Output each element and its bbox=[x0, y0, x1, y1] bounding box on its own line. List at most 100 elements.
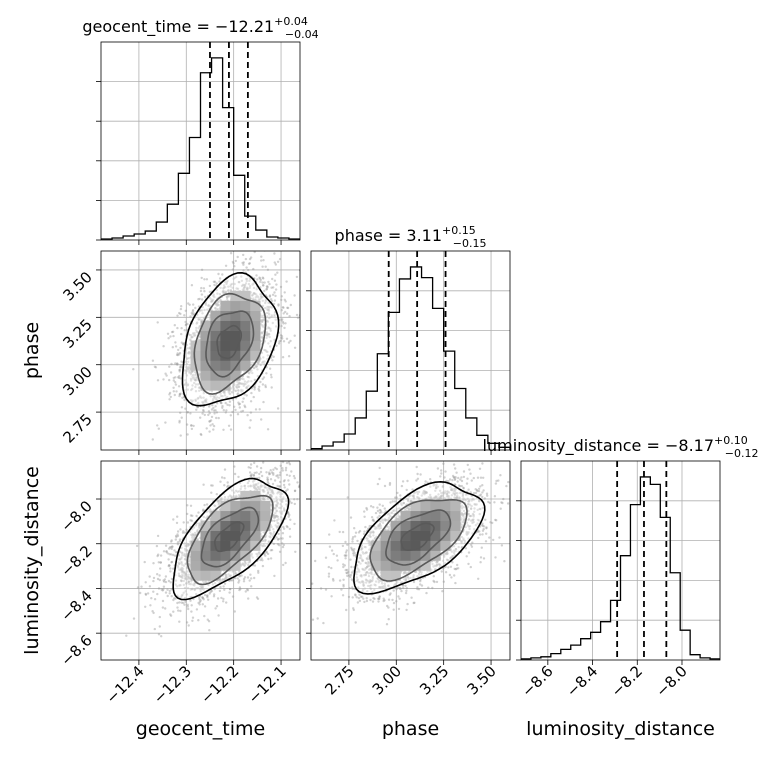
scatter-point bbox=[227, 288, 230, 292]
scatter-point bbox=[179, 364, 183, 367]
scatter-point bbox=[156, 321, 159, 324]
scatter-point bbox=[249, 256, 253, 259]
scatter-point bbox=[282, 525, 285, 529]
scatter-point bbox=[267, 326, 270, 329]
scatter-point bbox=[277, 342, 281, 345]
scatter-point bbox=[254, 298, 257, 301]
scatter-point bbox=[125, 634, 128, 637]
scatter-point bbox=[241, 389, 244, 392]
scatter-point bbox=[262, 318, 265, 321]
scatter-point bbox=[216, 464, 218, 466]
scatter-point bbox=[280, 295, 283, 298]
scatter-point bbox=[192, 312, 195, 315]
scatter-point bbox=[281, 545, 285, 549]
scatter-point bbox=[188, 333, 191, 337]
scatter-point bbox=[207, 413, 210, 417]
scatter-point bbox=[219, 392, 222, 395]
scatter-point bbox=[203, 605, 207, 608]
scatter-point bbox=[210, 298, 213, 301]
scatter-point bbox=[202, 410, 205, 413]
scatter-point bbox=[293, 346, 297, 349]
histogram-bar bbox=[660, 517, 670, 660]
scatter-point bbox=[172, 386, 175, 389]
scatter-point bbox=[203, 400, 206, 403]
scatter-point bbox=[267, 301, 270, 304]
scatter-point bbox=[285, 461, 289, 465]
scatter-point bbox=[265, 372, 268, 375]
scatter-point bbox=[285, 525, 288, 528]
scatter-point bbox=[191, 332, 195, 335]
scatter-point bbox=[258, 408, 261, 411]
scatter-point bbox=[156, 379, 160, 382]
y-tick-label: 3.50 bbox=[59, 268, 95, 304]
histogram-bar bbox=[256, 230, 267, 240]
scatter-point bbox=[259, 363, 262, 367]
scatter-point bbox=[172, 610, 175, 613]
scatter-point bbox=[286, 306, 290, 310]
scatter-point bbox=[233, 472, 237, 476]
scatter-point bbox=[183, 398, 186, 402]
scatter-point bbox=[214, 405, 217, 408]
histogram-bar bbox=[670, 573, 680, 660]
scatter-point bbox=[282, 306, 285, 309]
scatter-point bbox=[172, 379, 175, 382]
scatter-point bbox=[233, 265, 236, 268]
scatter-point bbox=[164, 591, 168, 594]
scatter-point bbox=[169, 570, 172, 573]
scatter-point bbox=[195, 377, 198, 380]
scatter-point bbox=[215, 303, 218, 306]
scatter-point bbox=[244, 383, 247, 386]
scatter-point bbox=[268, 316, 272, 319]
scatter-point bbox=[222, 585, 225, 588]
scatter-point bbox=[217, 416, 220, 420]
scatter-point bbox=[197, 396, 200, 400]
scatter-point bbox=[174, 381, 177, 384]
scatter-point bbox=[189, 412, 192, 415]
scatter-point bbox=[198, 325, 201, 328]
scatter-point bbox=[265, 288, 268, 291]
scatter-point bbox=[263, 348, 266, 352]
scatter-point bbox=[257, 298, 260, 302]
scatter-point bbox=[238, 382, 241, 385]
scatter-point bbox=[194, 399, 197, 403]
scatter-point bbox=[178, 353, 181, 356]
scatter-point bbox=[263, 281, 266, 284]
scatter-point bbox=[143, 560, 146, 564]
scatter-point bbox=[268, 367, 272, 370]
scatter-point bbox=[202, 483, 205, 486]
scatter-point bbox=[234, 389, 238, 392]
scatter-point bbox=[279, 339, 282, 342]
scatter-point bbox=[203, 413, 206, 417]
histogram-bar bbox=[366, 391, 377, 450]
scatter-point bbox=[256, 374, 259, 378]
scatter-point bbox=[230, 390, 234, 394]
scatter-point bbox=[183, 314, 186, 317]
scatter-point bbox=[293, 502, 296, 506]
scatter-point bbox=[187, 357, 191, 360]
scatter-point bbox=[178, 374, 181, 378]
scatter-point bbox=[258, 385, 261, 388]
histogram-bar bbox=[134, 234, 145, 240]
scatter-point bbox=[261, 314, 264, 318]
scatter-point bbox=[259, 363, 262, 366]
scatter-point bbox=[200, 268, 204, 271]
scatter-point bbox=[182, 342, 185, 346]
scatter-point bbox=[245, 279, 248, 283]
scatter-point bbox=[302, 483, 304, 485]
scatter-point bbox=[260, 320, 263, 324]
scatter-point bbox=[153, 365, 157, 368]
scatter-point bbox=[225, 409, 228, 412]
histogram-bar bbox=[591, 632, 601, 660]
scatter-point bbox=[188, 370, 191, 373]
scatter-point bbox=[263, 360, 266, 363]
scatter-point bbox=[231, 268, 235, 271]
scatter-point bbox=[240, 382, 243, 386]
scatter-point bbox=[270, 376, 273, 379]
scatter-point bbox=[225, 601, 228, 604]
scatter-point bbox=[234, 408, 237, 412]
histogram-bar bbox=[399, 279, 410, 450]
scatter-point bbox=[262, 356, 265, 359]
scatter-point bbox=[253, 292, 256, 295]
scatter-point bbox=[279, 471, 282, 474]
